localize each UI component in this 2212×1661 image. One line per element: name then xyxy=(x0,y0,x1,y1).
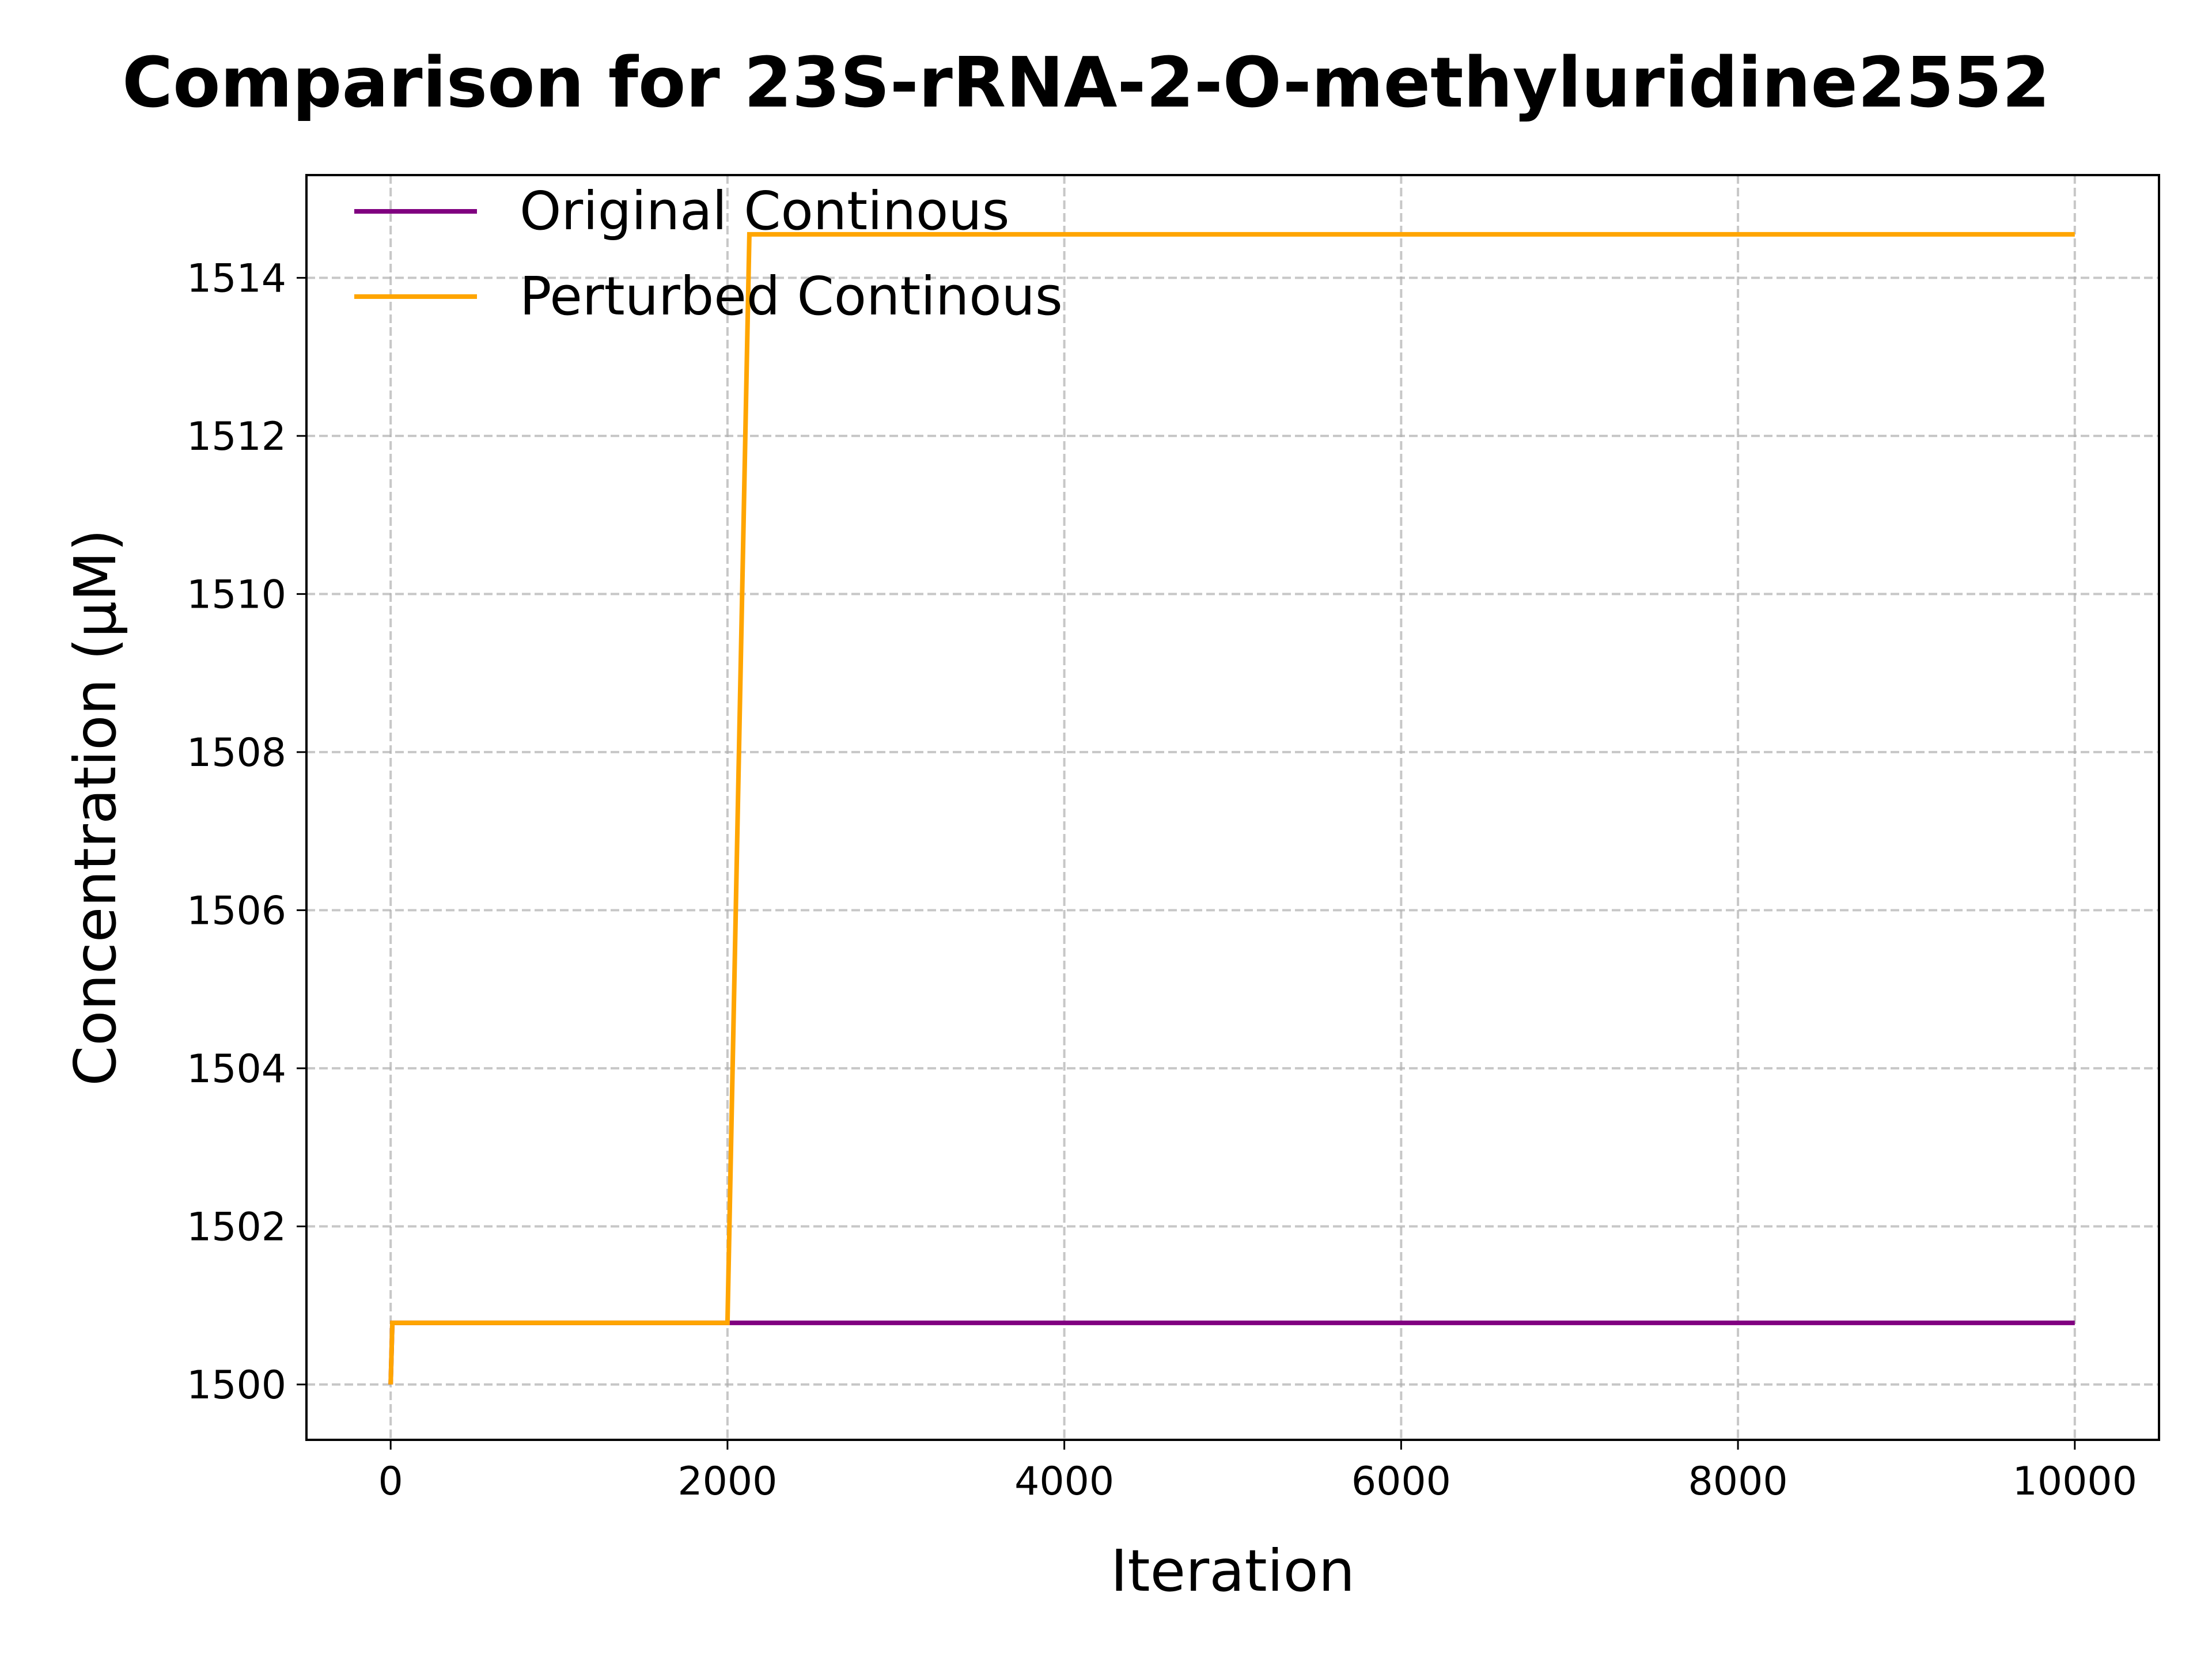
series-line-perturbed xyxy=(388,232,2075,1385)
legend-label-perturbed: Perturbed Continous xyxy=(520,266,1063,327)
series-lines xyxy=(388,232,2075,1385)
legend-label-original: Original Continous xyxy=(520,180,1010,242)
y-tick-label: 1514 xyxy=(187,256,286,301)
y-tick-label: 1506 xyxy=(187,888,286,934)
x-tick-label: 4000 xyxy=(1014,1459,1114,1504)
y-tick-label: 1504 xyxy=(187,1046,286,1092)
x-tick-label: 2000 xyxy=(677,1459,777,1504)
axis-ticks: 0 2000 4000 6000 8000 10000 1500 1502 1504 1506 15… xyxy=(187,256,2137,1504)
y-tick-label: 1512 xyxy=(187,414,286,460)
chart-title: Comparison for 23S-rRNA-2-O-methyluridin… xyxy=(122,43,2050,123)
x-tick-label: 6000 xyxy=(1351,1459,1451,1504)
y-tick-label: 1510 xyxy=(187,572,286,617)
legend: Original Continous Perturbed Continous xyxy=(354,180,1063,327)
x-tick-label: 10000 xyxy=(2013,1459,2137,1504)
y-tick-label: 1508 xyxy=(187,730,286,776)
y-tick-label: 1502 xyxy=(187,1204,286,1250)
x-tick-label: 8000 xyxy=(1688,1459,1788,1504)
x-tick-label: 0 xyxy=(378,1459,403,1504)
y-tick-label: 1500 xyxy=(187,1363,286,1408)
plot-frame xyxy=(305,174,2160,1441)
x-axis-label: Iteration xyxy=(1111,1537,1355,1605)
y-axis-label: Concentration (μM) xyxy=(62,529,129,1086)
